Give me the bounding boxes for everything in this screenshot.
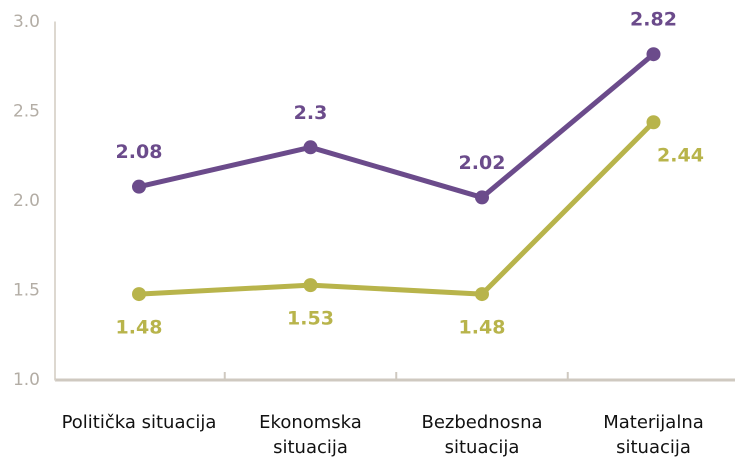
x-tick-label: Ekonomska situacija bbox=[259, 412, 362, 458]
data-point bbox=[475, 190, 489, 205]
data-point bbox=[132, 179, 146, 194]
x-tick-label: Bezbednosna situacija bbox=[421, 412, 543, 458]
y-tick-label: 2.0 bbox=[13, 191, 40, 211]
data-label: 2.3 bbox=[294, 102, 328, 124]
data-label: 2.82 bbox=[630, 9, 677, 31]
data-point bbox=[303, 278, 318, 293]
data-label: 1.53 bbox=[287, 308, 334, 330]
data-label: 2.08 bbox=[116, 141, 163, 163]
data-point bbox=[475, 287, 489, 302]
y-tick-label: 2.5 bbox=[13, 102, 40, 122]
data-point bbox=[646, 115, 661, 130]
x-tick-label: Materijalna situacija bbox=[603, 412, 704, 458]
data-point bbox=[646, 47, 661, 62]
x-tick-label: Politička situacija bbox=[61, 412, 217, 433]
y-tick-label: 1.0 bbox=[13, 370, 40, 390]
data-label: 2.44 bbox=[657, 145, 704, 167]
series-line bbox=[138, 52, 656, 200]
data-label: 1.48 bbox=[459, 317, 506, 339]
data-label: 2.02 bbox=[459, 152, 506, 174]
data-label: 1.48 bbox=[116, 317, 163, 339]
series-line bbox=[138, 120, 656, 297]
y-tick-label: 1.5 bbox=[13, 281, 40, 301]
data-point bbox=[132, 287, 146, 302]
data-point bbox=[303, 140, 318, 155]
y-tick-label: 3.0 bbox=[13, 12, 40, 32]
